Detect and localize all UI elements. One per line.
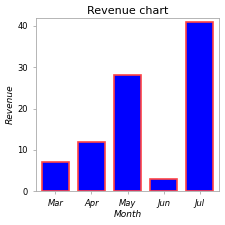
X-axis label: Month: Month bbox=[113, 210, 142, 219]
Title: Revenue chart: Revenue chart bbox=[87, 6, 168, 16]
Bar bbox=[150, 179, 177, 191]
Bar bbox=[114, 76, 141, 191]
Y-axis label: Revenue: Revenue bbox=[6, 85, 15, 124]
Bar bbox=[186, 22, 213, 191]
Bar bbox=[78, 142, 105, 191]
Bar bbox=[42, 162, 69, 191]
